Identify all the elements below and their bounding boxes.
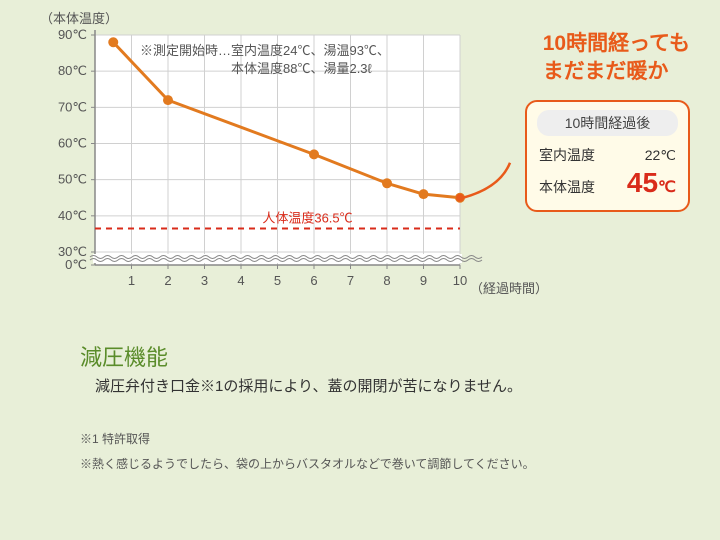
svg-text:7: 7 [347, 273, 354, 288]
svg-text:80℃: 80℃ [58, 63, 87, 78]
svg-text:8: 8 [383, 273, 390, 288]
svg-text:本体温度88℃、湯量2.3ℓ: 本体温度88℃、湯量2.3ℓ [140, 61, 373, 76]
room-temp-row: 室内温度 22℃ [537, 144, 678, 166]
body-temp-value: 45℃ [627, 167, 676, 199]
svg-text:人体温度36.5℃: 人体温度36.5℃ [262, 210, 352, 225]
svg-text:40℃: 40℃ [58, 208, 87, 223]
svg-text:10: 10 [453, 273, 467, 288]
svg-text:0℃: 0℃ [65, 257, 87, 272]
svg-text:70℃: 70℃ [58, 99, 87, 114]
result-callout-box: 10時間経過後 室内温度 22℃ 本体温度 45℃ [525, 100, 690, 212]
room-temp-label: 室内温度 [539, 145, 595, 165]
svg-text:30℃: 30℃ [58, 244, 87, 259]
callout-pill: 10時間経過後 [537, 110, 678, 136]
svg-text:60℃: 60℃ [58, 136, 87, 151]
body-temp-number: 45 [627, 167, 658, 198]
svg-text:90℃: 90℃ [58, 27, 87, 42]
room-temp-value: 22℃ [645, 147, 676, 164]
headline-callout: 10時間経っても まだまだ暖か [543, 30, 690, 87]
svg-text:2: 2 [164, 273, 171, 288]
body-temp-label: 本体温度 [539, 177, 595, 197]
section-description: 減圧弁付き口金※1の採用により、蓋の開閉が苦になりません。 [95, 375, 522, 396]
footnote-1: ※1 特許取得 [80, 430, 150, 447]
body-temp-row: 本体温度 45℃ [537, 166, 678, 200]
section-title: 減圧機能 [80, 340, 168, 372]
headline-line-1: 10時間経っても [543, 30, 690, 58]
svg-text:6: 6 [310, 273, 317, 288]
headline-line-2: まだまだ暖か [543, 58, 690, 86]
x-axis-title: （経過時間） [470, 278, 548, 297]
svg-text:※測定開始時…室内温度24℃、湯温93℃、: ※測定開始時…室内温度24℃、湯温93℃、 [140, 43, 390, 58]
svg-text:1: 1 [128, 273, 135, 288]
svg-text:9: 9 [420, 273, 427, 288]
svg-text:50℃: 50℃ [58, 172, 87, 187]
svg-text:3: 3 [201, 273, 208, 288]
footnote-2: ※熱く感じるようでしたら、袋の上からバスタオルなどで巻いて調節してください。 [80, 455, 535, 472]
body-temp-unit: ℃ [658, 179, 676, 196]
temperature-chart: 0℃30℃ 40℃ 50℃ 60℃ 70℃ 80℃ 90℃ 1 2 3 4 5 6 7 8 9 10 人体温度36… [40, 10, 520, 310]
svg-text:5: 5 [274, 273, 281, 288]
svg-text:4: 4 [237, 273, 244, 288]
